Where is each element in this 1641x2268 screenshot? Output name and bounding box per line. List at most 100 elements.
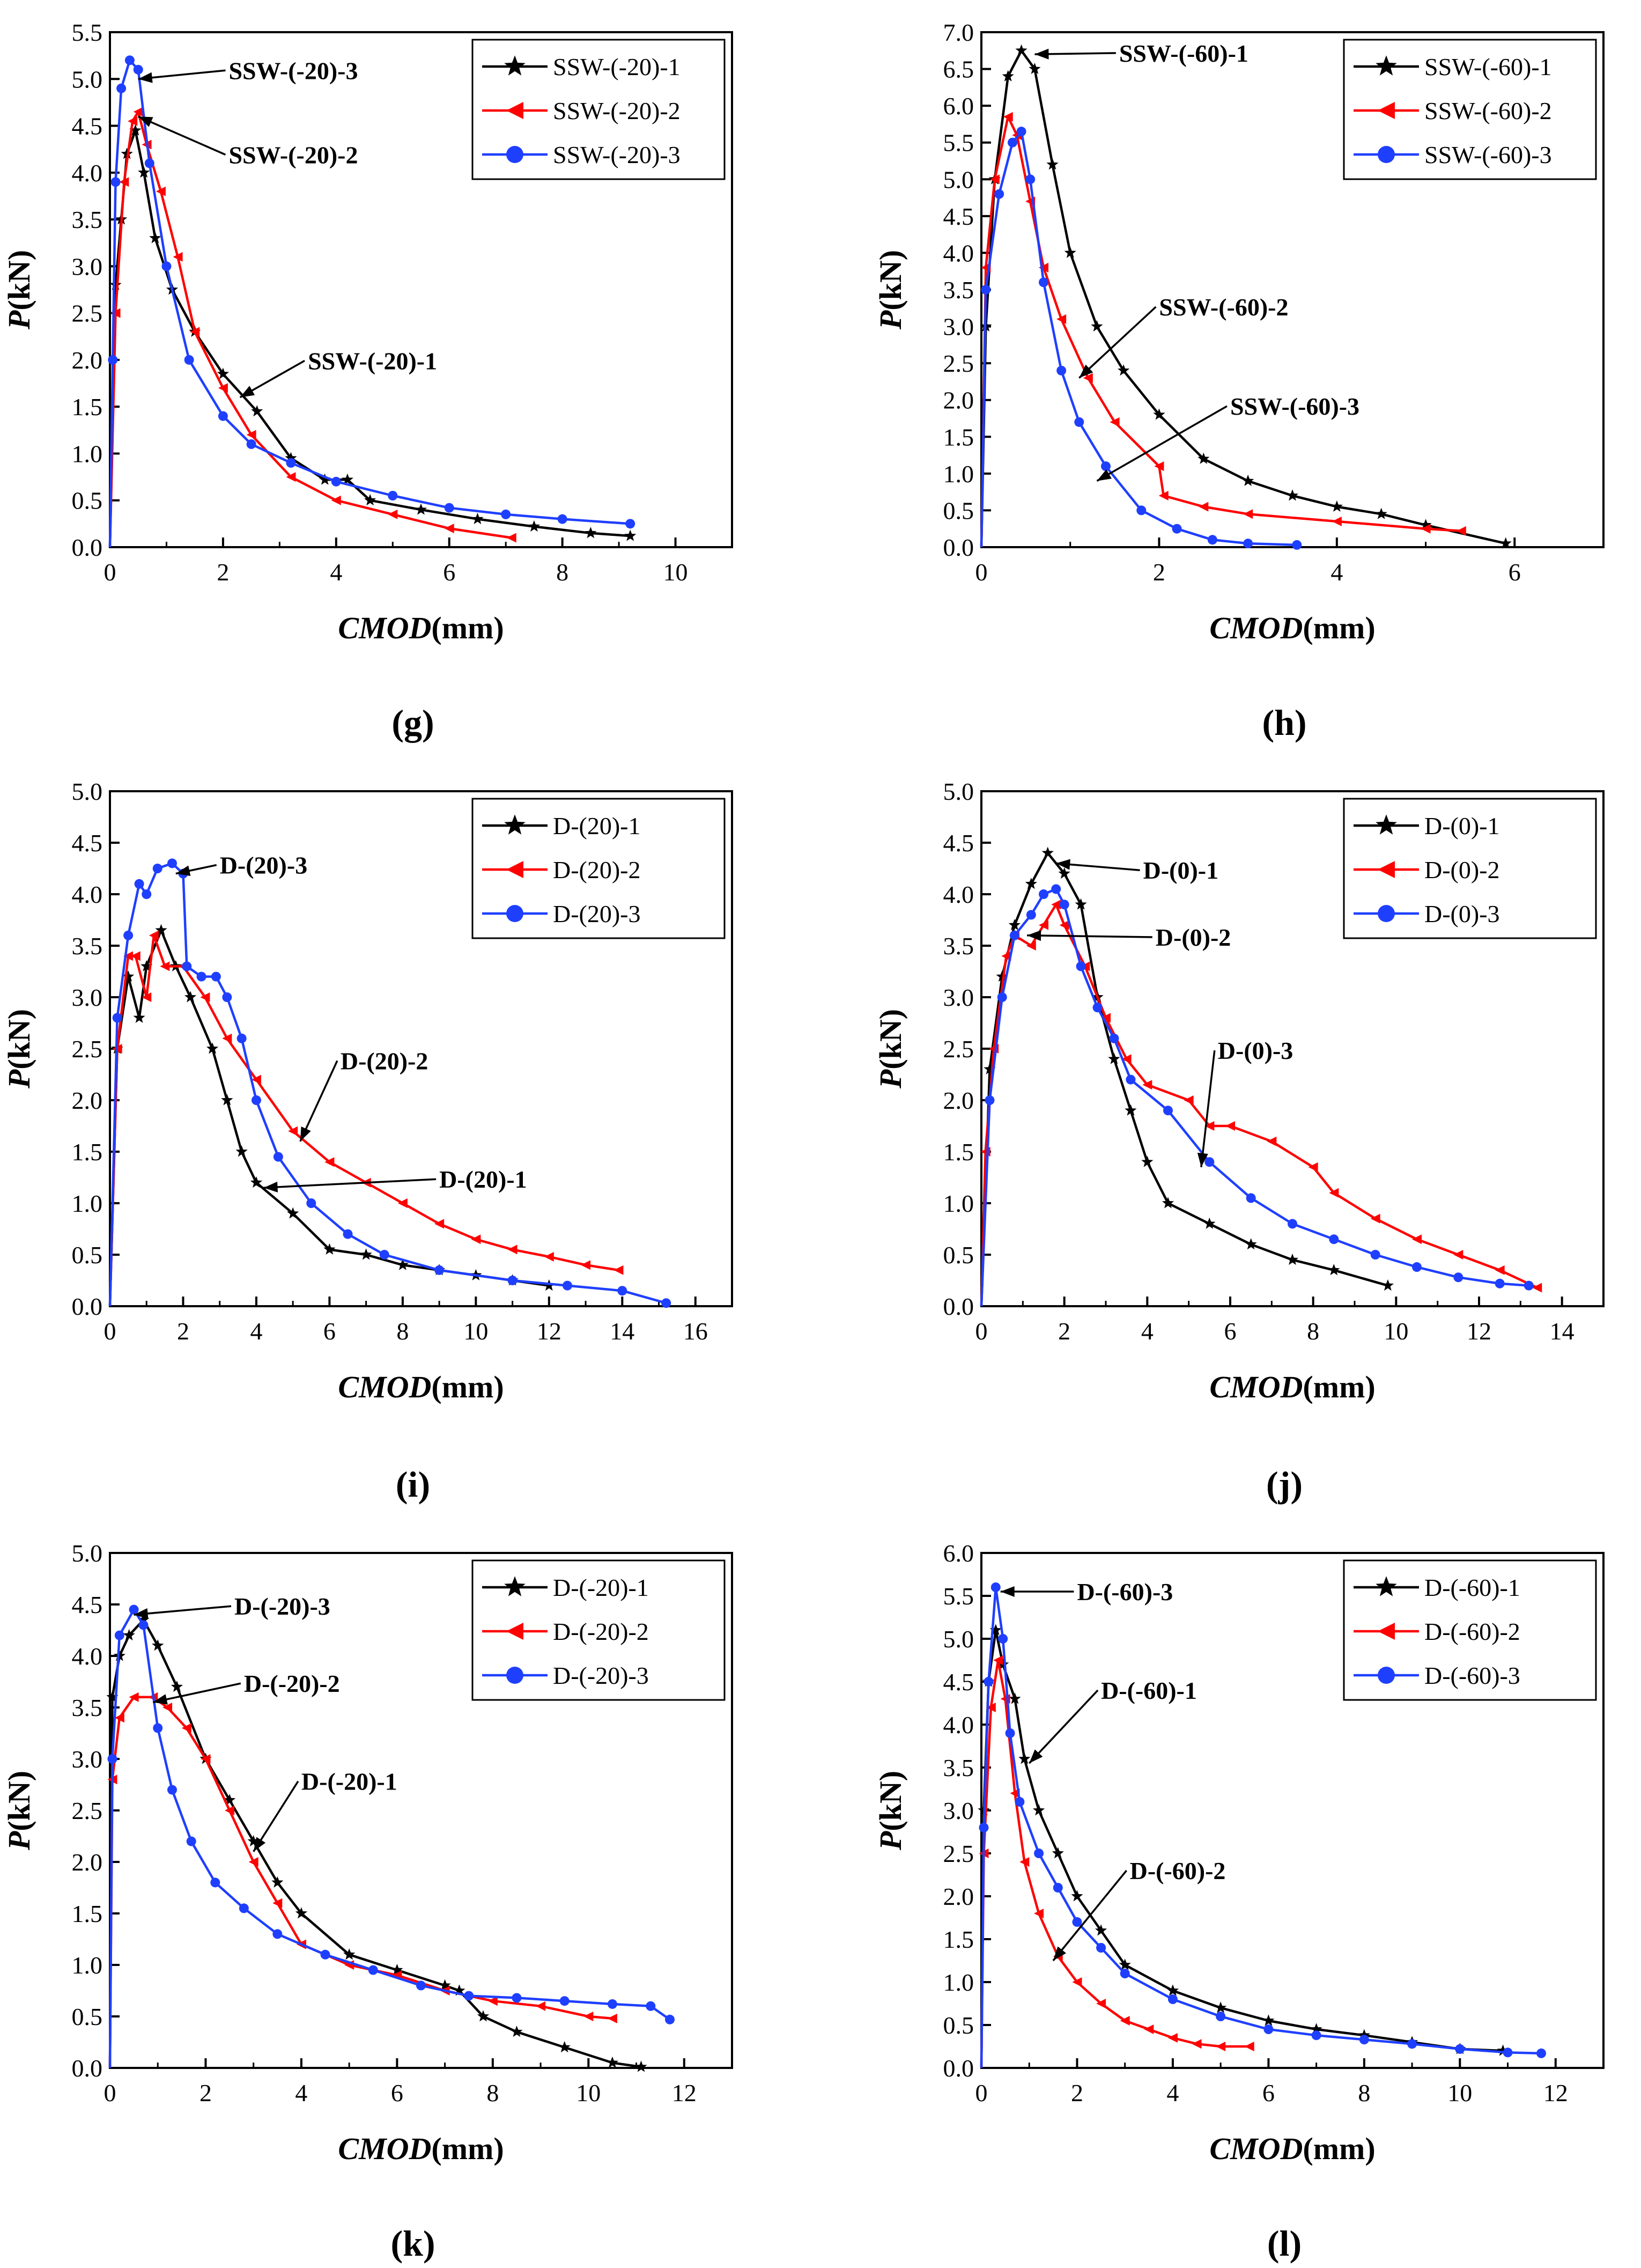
- data-point: [1025, 174, 1036, 185]
- legend-marker: [1378, 861, 1395, 878]
- x-axis-title-italic: CMOD: [338, 2131, 431, 2166]
- data-point: [984, 1677, 994, 1687]
- y-tick-label: 3.5: [943, 276, 974, 304]
- y-tick-label: 5.5: [943, 129, 974, 157]
- x-axis-title-italic: CMOD: [1209, 2131, 1303, 2166]
- y-tick-label: 0.0: [943, 2055, 974, 2082]
- data-point: [994, 189, 1004, 199]
- x-tick-label: 6: [1509, 558, 1521, 586]
- x-axis-title-unit: (mm): [431, 2131, 504, 2166]
- y-tick-label: 4.0: [943, 881, 974, 908]
- y-tick-label: 0.5: [943, 497, 974, 524]
- x-tick-label: 8: [556, 558, 568, 586]
- data-point: [613, 1265, 624, 1275]
- data-point: [1076, 961, 1086, 971]
- data-point: [1041, 846, 1054, 858]
- annotation-arrowhead: [1079, 364, 1093, 378]
- data-point: [110, 177, 121, 187]
- data-point: [128, 116, 138, 126]
- y-axis-title-italic: P: [2, 1069, 36, 1089]
- data-point: [106, 1691, 119, 1703]
- legend-marker: [504, 814, 526, 835]
- series-line: [108, 111, 512, 548]
- data-point: [1288, 1219, 1297, 1229]
- data-point: [1083, 373, 1093, 383]
- data-point: [1144, 2024, 1154, 2034]
- data-point: [984, 1063, 996, 1074]
- x-tick-label: 0: [104, 558, 116, 586]
- data-point: [1072, 1977, 1082, 1987]
- data-point: [211, 971, 221, 982]
- data-point: [1029, 62, 1041, 74]
- data-point: [585, 527, 597, 539]
- x-tick-label: 6: [391, 2079, 403, 2107]
- data-point: [434, 1265, 445, 1275]
- data-point: [1019, 1857, 1030, 1867]
- data-point: [665, 2014, 675, 2024]
- data-point: [124, 55, 135, 65]
- data-point: [1267, 1136, 1277, 1146]
- data-point: [286, 458, 296, 468]
- data-point: [1375, 507, 1387, 519]
- data-point: [1015, 1797, 1025, 1807]
- y-tick-label: 4.0: [72, 1643, 103, 1670]
- data-point: [201, 1754, 211, 1764]
- data-point: [119, 177, 129, 187]
- data-point: [1016, 127, 1026, 137]
- y-tick-label: 2.5: [72, 300, 103, 327]
- panel-label: (i): [396, 1464, 430, 1505]
- y-axis-title: P(kN): [873, 1009, 908, 1089]
- legend: D-(-60)-1 D-(-60)-2 D-(-60)-3: [1343, 1559, 1597, 1701]
- y-tick-label: 3.5: [72, 206, 103, 233]
- y-tick-label: 1.5: [72, 393, 103, 421]
- data-point: [122, 970, 135, 982]
- y-tick-label: 0.5: [943, 1241, 974, 1269]
- data-point: [471, 1234, 481, 1245]
- data-point: [272, 1929, 283, 1939]
- annotation-arrowhead: [1097, 469, 1112, 481]
- x-tick-label: 6: [323, 1317, 336, 1345]
- data-point: [434, 1219, 445, 1229]
- data-point: [1311, 2030, 1321, 2041]
- data-point: [583, 2012, 594, 2021]
- data-point: [246, 439, 256, 449]
- data-point: [236, 1033, 247, 1043]
- annotation-arrowhead: [263, 1181, 278, 1192]
- data-point: [1110, 417, 1120, 427]
- data-point: [235, 1145, 248, 1157]
- data-point: [1184, 1095, 1194, 1105]
- data-point: [607, 2013, 617, 2023]
- data-point: [388, 509, 398, 519]
- x-axis-title: CMOD(mm): [1209, 1369, 1375, 1404]
- data-point: [1108, 1052, 1120, 1064]
- legend-label: SSW-(-20)-1: [553, 53, 681, 80]
- data-point: [1172, 524, 1182, 534]
- y-tick-label: 0.0: [72, 534, 103, 561]
- y-tick-label: 6.0: [943, 1540, 974, 1567]
- legend-label: SSW-(-60)-2: [1424, 97, 1552, 124]
- data-point: [200, 992, 210, 1002]
- data-point: [1499, 537, 1512, 549]
- data-point: [1244, 2042, 1254, 2051]
- y-tick-label: 3.0: [943, 1797, 974, 1824]
- data-point: [1204, 1121, 1215, 1131]
- data-point: [1091, 320, 1103, 332]
- data-point: [137, 1614, 150, 1625]
- y-tick-label: 1.0: [72, 1190, 103, 1217]
- data-point: [129, 1604, 139, 1615]
- data-point: [1216, 2012, 1226, 2021]
- data-point: [173, 252, 183, 262]
- x-tick-label: 8: [1358, 2079, 1370, 2107]
- data-point: [1059, 920, 1069, 930]
- data-point: [1243, 539, 1253, 549]
- x-axis-title: CMOD(mm): [338, 2131, 504, 2166]
- data-point: [1495, 1265, 1505, 1275]
- data-point: [990, 1582, 1001, 1592]
- data-point: [221, 1094, 233, 1106]
- data-point: [250, 1176, 263, 1188]
- data-point: [1096, 1943, 1106, 1953]
- legend-marker: [504, 1576, 526, 1596]
- y-tick-label: 0.0: [72, 2055, 103, 2082]
- x-tick-label: 4: [330, 558, 342, 586]
- x-axis-title: CMOD(mm): [1209, 2131, 1375, 2166]
